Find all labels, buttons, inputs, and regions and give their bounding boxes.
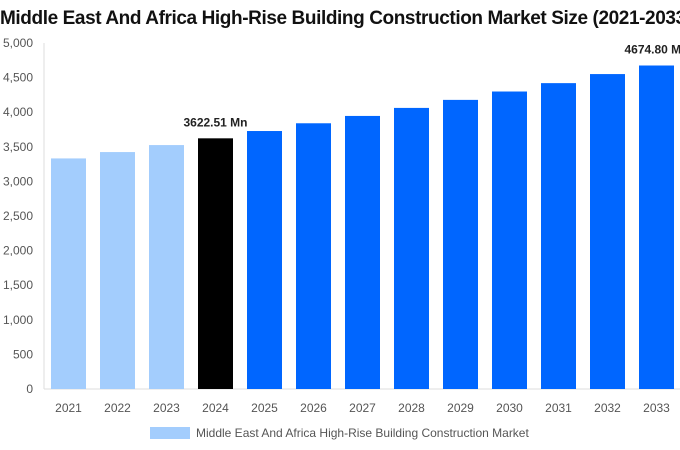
legend-swatch <box>150 427 190 439</box>
data-label: 3622.51 Mn <box>183 115 247 129</box>
y-tick-label: 1,000 <box>3 313 33 327</box>
x-tick-label: 2032 <box>594 401 621 415</box>
chart-title: Middle East And Africa High-Rise Buildin… <box>0 8 680 29</box>
bar-2025 <box>247 131 282 389</box>
y-tick-label: 3,500 <box>3 140 33 154</box>
x-tick-label: 2021 <box>55 401 82 415</box>
legend: Middle East And Africa High-Rise Buildin… <box>150 426 529 440</box>
bar-2026 <box>296 123 331 389</box>
x-tick-label: 2027 <box>349 401 376 415</box>
bar-2031 <box>541 83 576 390</box>
x-tick-label: 2029 <box>447 401 474 415</box>
bar-2021 <box>51 158 86 389</box>
bar-2032 <box>590 74 625 389</box>
y-tick-label: 4,500 <box>3 71 33 85</box>
x-tick-label: 2026 <box>300 401 327 415</box>
y-tick-label: 2,000 <box>3 244 33 258</box>
y-tick-label: 1,500 <box>3 278 33 292</box>
x-tick-label: 2022 <box>104 401 131 415</box>
x-tick-label: 2030 <box>496 401 523 415</box>
y-tick-label: 3,000 <box>3 174 33 188</box>
bar-2029 <box>443 99 478 390</box>
x-tick-label: 2023 <box>153 401 180 415</box>
bar-2030 <box>492 91 527 389</box>
bar-2033 <box>639 65 674 389</box>
x-tick-label: 2031 <box>545 401 572 415</box>
bar-2023 <box>149 145 184 389</box>
bar-2024 <box>198 138 233 389</box>
y-tick-label: 5,000 <box>3 36 33 50</box>
y-tick-label: 0 <box>26 382 33 396</box>
y-tick-label: 4,000 <box>3 105 33 119</box>
y-tick-label: 2,500 <box>3 209 33 223</box>
x-tick-label: 2033 <box>643 401 670 415</box>
x-tick-label: 2028 <box>398 401 425 415</box>
bar-2022 <box>100 152 135 389</box>
data-label: 4674.80 Mn <box>624 43 680 57</box>
x-tick-label: 2024 <box>202 401 229 415</box>
y-tick-label: 500 <box>13 347 33 361</box>
x-tick-label: 2025 <box>251 401 278 415</box>
bar-2027 <box>345 115 380 389</box>
bar-2028 <box>394 107 429 389</box>
legend-label: Middle East And Africa High-Rise Buildin… <box>196 426 529 440</box>
